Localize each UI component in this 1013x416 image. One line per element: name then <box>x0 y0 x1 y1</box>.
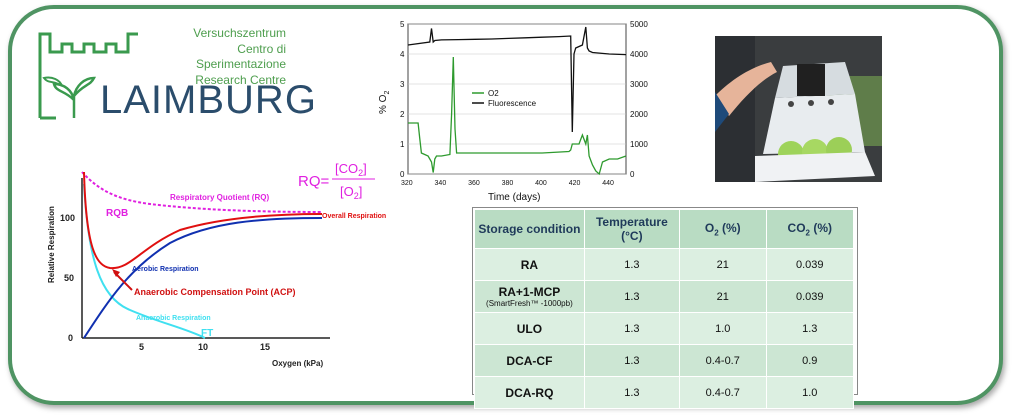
row-o2: 21 <box>678 248 767 281</box>
row-co2: 0.039 <box>765 248 855 281</box>
rq-curve <box>81 171 323 213</box>
o2-fluorescence-chart: 0 1 2 3 4 5 0 1000 2000 3000 4000 5000 320 340 360 380 4… <box>378 20 648 203</box>
aerobic-label: Aerobic Respiration <box>132 266 199 273</box>
row-temp: 1.3 <box>583 376 680 409</box>
respiration-chart: RQ= [CO2] [O2] Relative Respiration Oxyg… <box>47 161 386 368</box>
header-storage-condition: Storage condition <box>474 209 585 249</box>
table-header-row: Storage condition Temperature (°C) O2 (%)… <box>474 209 855 249</box>
overall-curve <box>83 171 323 270</box>
rq-formula-numerator: [CO2] <box>335 161 367 178</box>
row-co2: 0.039 <box>765 280 855 313</box>
resp-ytick-100: 100 <box>60 213 75 223</box>
o2-ytick-left: 0 <box>400 170 405 179</box>
row-o2: 1.0 <box>678 312 767 345</box>
row-name: DCA-CF <box>474 344 585 377</box>
header-temperature: Temperature (°C) <box>583 209 680 249</box>
o2-ytick-right: 5000 <box>630 20 648 29</box>
header-o2: O2 (%) <box>678 209 767 249</box>
rq-formula-prefix: RQ= <box>298 173 330 190</box>
table-row: DCA-RQ 1.3 0.4-0.7 1.0 <box>474 376 855 409</box>
rq-label: Respiratory Quotient (RQ) <box>170 193 269 202</box>
table-row: RA 1.3 21 0.039 <box>474 248 855 281</box>
table-row: DCA-CF 1.3 0.4-0.7 0.9 <box>474 344 855 377</box>
acp-label: Anaerobic Compensation Point (ACP) <box>134 287 296 297</box>
aerobic-curve <box>83 217 323 339</box>
resp-xlabel: Oxygen (kPa) <box>272 359 323 368</box>
storage-table-container: Storage condition Temperature (°C) O2 (%)… <box>472 207 858 409</box>
rq-formula-denominator: [O2] <box>340 184 362 201</box>
o2-chart-xlabel: Time (days) <box>488 192 540 203</box>
legend-o2: O2 <box>488 89 499 98</box>
row-name: ULO <box>474 312 585 345</box>
row-co2: 0.9 <box>765 344 855 377</box>
table-row: RA+1-MCP (SmartFresh™ -1000pb) 1.3 21 0.0… <box>474 280 855 313</box>
resp-ytick-0: 0 <box>68 333 73 343</box>
header-co2: CO2 (%) <box>765 209 855 249</box>
row-name: DCA-RQ <box>474 376 585 409</box>
o2-ytick-right: 1000 <box>630 140 648 149</box>
o2-ytick-right: 0 <box>630 170 635 179</box>
resp-ylabel: Relative Respiration <box>47 206 56 283</box>
o2-ytick-right: 4000 <box>630 50 648 59</box>
o2-xtick: 400 <box>535 180 547 187</box>
rqb-label: RQB <box>106 208 128 219</box>
ft-label: FT <box>201 328 213 339</box>
o2-ytick-left: 1 <box>400 140 405 149</box>
table-row: ULO 1.3 1.0 1.3 <box>474 312 855 345</box>
row-name: RA <box>474 248 585 281</box>
row-temp: 1.3 <box>583 312 680 345</box>
o2-xtick: 420 <box>569 180 581 187</box>
storage-conditions-table: Storage condition Temperature (°C) O2 (%)… <box>474 209 855 409</box>
o2-ytick-left: 3 <box>400 80 405 89</box>
laimburg-logo <box>38 32 138 120</box>
row-o2: 0.4-0.7 <box>678 344 767 377</box>
resp-xtick-10: 10 <box>198 342 208 352</box>
anaerobic-label: Anaerobic Respiration <box>136 315 211 322</box>
series-line-fluorescence <box>407 26 627 133</box>
resp-ytick-50: 50 <box>64 273 74 283</box>
o2-xtick: 440 <box>602 180 614 187</box>
o2-ytick-left: 5 <box>400 20 405 29</box>
row-o2: 0.4-0.7 <box>678 376 767 409</box>
apple-storage-box-photo <box>715 36 882 182</box>
o2-ytick-left: 2 <box>400 110 405 119</box>
resp-xtick-15: 15 <box>260 342 270 352</box>
o2-ytick-left: 4 <box>400 50 405 59</box>
series-line-o2 <box>408 56 627 176</box>
o2-ytick-right: 2000 <box>630 110 648 119</box>
logo-brand: LAIMBURG <box>100 78 317 122</box>
o2-xtick: 340 <box>435 180 447 187</box>
row-temp: 1.3 <box>583 344 680 377</box>
row-co2: 1.3 <box>765 312 855 345</box>
o2-xtick: 360 <box>468 180 480 187</box>
row-name: RA+1-MCP (SmartFresh™ -1000pb) <box>474 280 585 313</box>
resp-xtick-5: 5 <box>139 342 144 352</box>
logo-subtitle: Versuchszentrum Centro di Sperimentazion… <box>193 26 286 87</box>
overall-label: Overall Respiration <box>322 213 386 220</box>
o2-ytick-right: 3000 <box>630 80 648 89</box>
row-o2: 21 <box>678 280 767 313</box>
row-temp: 1.3 <box>583 248 680 281</box>
o2-legend: O2 Fluorescence <box>472 89 537 108</box>
o2-xtick: 320 <box>401 180 413 187</box>
row-subtitle: (SmartFresh™ -1000pb) <box>486 299 573 308</box>
legend-fluorescence: Fluorescence <box>488 99 537 108</box>
o2-xtick: 380 <box>502 180 514 187</box>
o2-chart-ylabel-left: % O2 <box>378 91 391 114</box>
row-temp: 1.3 <box>583 280 680 313</box>
row-co2: 1.0 <box>765 376 855 409</box>
